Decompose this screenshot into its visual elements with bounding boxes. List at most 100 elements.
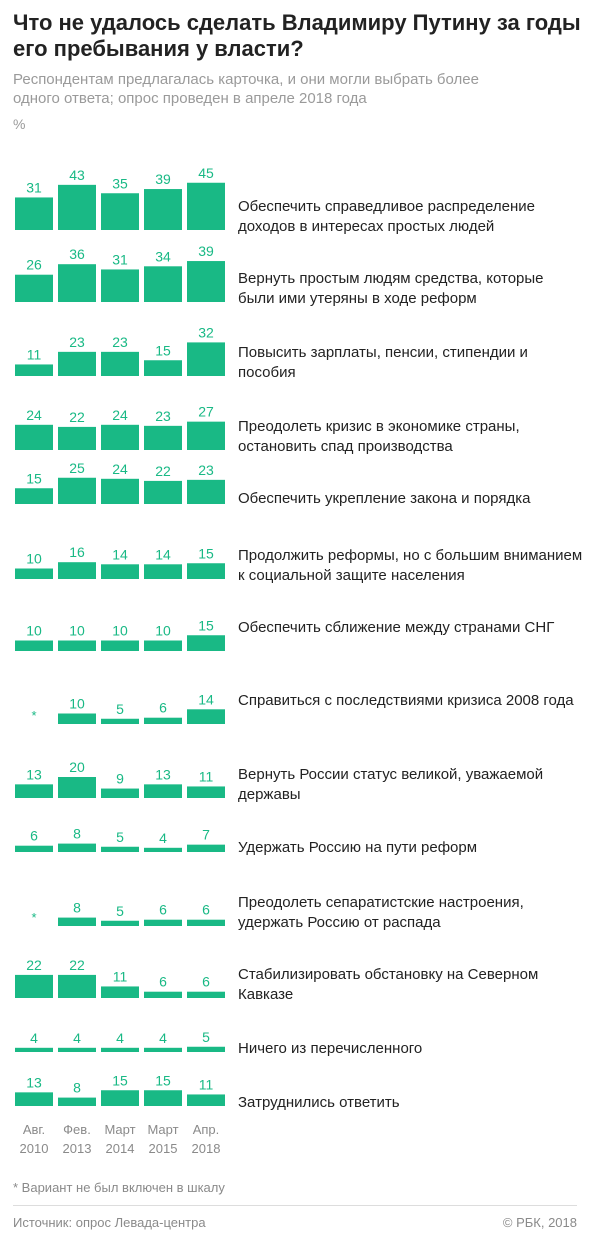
bar-value-label: 34 xyxy=(155,248,171,264)
bar xyxy=(15,640,53,651)
bar-value-label: 26 xyxy=(26,257,42,273)
bar xyxy=(187,1094,225,1106)
bar-value-label: 20 xyxy=(69,759,85,775)
bar-value-label: 11 xyxy=(113,968,128,984)
bar xyxy=(58,184,96,230)
bar-value-label: 8 xyxy=(73,826,81,842)
bar xyxy=(101,986,139,998)
bar xyxy=(187,844,225,852)
bar xyxy=(58,713,96,724)
bar-value-label: 22 xyxy=(69,957,85,973)
bar xyxy=(187,1046,225,1052)
bar-value-label: 39 xyxy=(155,171,171,187)
bar xyxy=(144,847,182,852)
row-label: Обеспечить сближение между странами СНГ xyxy=(238,619,555,636)
bar-value-label: 15 xyxy=(155,342,171,358)
row-label: Затруднились ответить xyxy=(238,1094,400,1111)
bar-value-label: 31 xyxy=(26,179,42,195)
x-tick-month: Март xyxy=(104,1122,136,1137)
bar-value-label: 15 xyxy=(198,545,214,561)
bar xyxy=(15,274,53,302)
copyright: © РБК, 2018 xyxy=(502,1215,577,1230)
bar xyxy=(144,784,182,798)
bar-value-label: 5 xyxy=(202,1029,210,1045)
bar-value-label: 11 xyxy=(27,346,42,362)
row-label: Вернуть простым людям средства, которые … xyxy=(238,270,544,307)
footnote: * Вариант не был включен в шкалу xyxy=(13,1180,225,1195)
x-tick-month: Авг. xyxy=(22,1122,46,1137)
bar xyxy=(187,479,225,504)
chart-title: Что не удалось сделать Владимиру Путину … xyxy=(13,10,581,61)
bar xyxy=(144,1047,182,1052)
bar xyxy=(101,269,139,302)
bar-value-label: 9 xyxy=(116,771,124,787)
row-label: Вернуть России статус великой, уважаемой… xyxy=(238,766,544,803)
bar xyxy=(15,488,53,504)
bar-value-label: 8 xyxy=(73,1080,81,1096)
row-label: Обеспечить укрепление закона и порядка xyxy=(238,490,531,507)
bar-value-label: 23 xyxy=(155,408,171,424)
bar xyxy=(58,477,96,504)
bar xyxy=(58,1097,96,1106)
bar-value-label: 13 xyxy=(26,766,42,782)
bar-value-label: 15 xyxy=(155,1072,171,1088)
bar xyxy=(58,264,96,302)
bar xyxy=(144,717,182,724)
bar-value-label: 13 xyxy=(26,1074,42,1090)
bar xyxy=(101,718,139,724)
bar xyxy=(101,846,139,852)
bar-value-label: 31 xyxy=(112,251,128,267)
bar xyxy=(58,974,96,998)
bar xyxy=(144,266,182,302)
bar-value-label: 10 xyxy=(155,623,171,639)
bar-value-label: 15 xyxy=(112,1072,128,1088)
bar xyxy=(101,478,139,504)
x-tick-year: 2010 xyxy=(19,1141,49,1156)
bar xyxy=(144,564,182,579)
bar-value-label: 24 xyxy=(112,407,128,423)
bar-value-label: 10 xyxy=(112,623,128,639)
bar-value-label: 6 xyxy=(159,974,167,990)
bar-value-label: 32 xyxy=(198,324,214,340)
bar xyxy=(101,640,139,651)
bar-value-label: 43 xyxy=(69,167,85,183)
bar xyxy=(101,1090,139,1106)
bar-value-label: 11 xyxy=(199,768,214,784)
bar-value-label: 14 xyxy=(112,546,128,562)
bar xyxy=(58,1047,96,1052)
bar-value-label: 7 xyxy=(202,827,210,843)
bar-value-label: 4 xyxy=(30,1030,38,1046)
bar-value-label: 5 xyxy=(116,903,124,919)
bar-value-label: 10 xyxy=(69,696,85,712)
row-label: Стабилизировать обстановку на Северном К… xyxy=(238,966,539,1003)
bar xyxy=(101,424,139,450)
row-label: Преодолеть сепаратистские настроения, уд… xyxy=(238,894,524,931)
bar xyxy=(15,1047,53,1052)
bar-value-label: 4 xyxy=(159,830,167,846)
bar xyxy=(144,189,182,230)
x-tick-month: Март xyxy=(147,1122,179,1137)
row-label: Обеспечить справедливое распределение до… xyxy=(238,198,535,235)
bar xyxy=(101,351,139,376)
bar xyxy=(144,640,182,651)
bar-value-label: 10 xyxy=(26,551,42,567)
bar xyxy=(144,360,182,376)
bar-value-label: 45 xyxy=(198,165,214,181)
bar-value-label: 24 xyxy=(26,407,42,423)
bar-value-label: 6 xyxy=(159,700,167,716)
bar xyxy=(187,709,225,724)
bar-value-label: 6 xyxy=(30,828,38,844)
bar xyxy=(187,786,225,798)
bar xyxy=(58,843,96,852)
bar xyxy=(187,991,225,998)
bar xyxy=(187,919,225,926)
x-tick-month: Фев. xyxy=(63,1122,91,1137)
bar-value-label: 10 xyxy=(69,623,85,639)
bar-value-label: 39 xyxy=(198,243,214,259)
bar xyxy=(144,425,182,450)
bar-value-label: 10 xyxy=(26,623,42,639)
chart-subtitle: Респондентам предлагалась карточка, и он… xyxy=(13,71,479,107)
row-label: Повысить зарплаты, пенсии, стипендии и п… xyxy=(238,344,528,381)
bar xyxy=(144,919,182,926)
